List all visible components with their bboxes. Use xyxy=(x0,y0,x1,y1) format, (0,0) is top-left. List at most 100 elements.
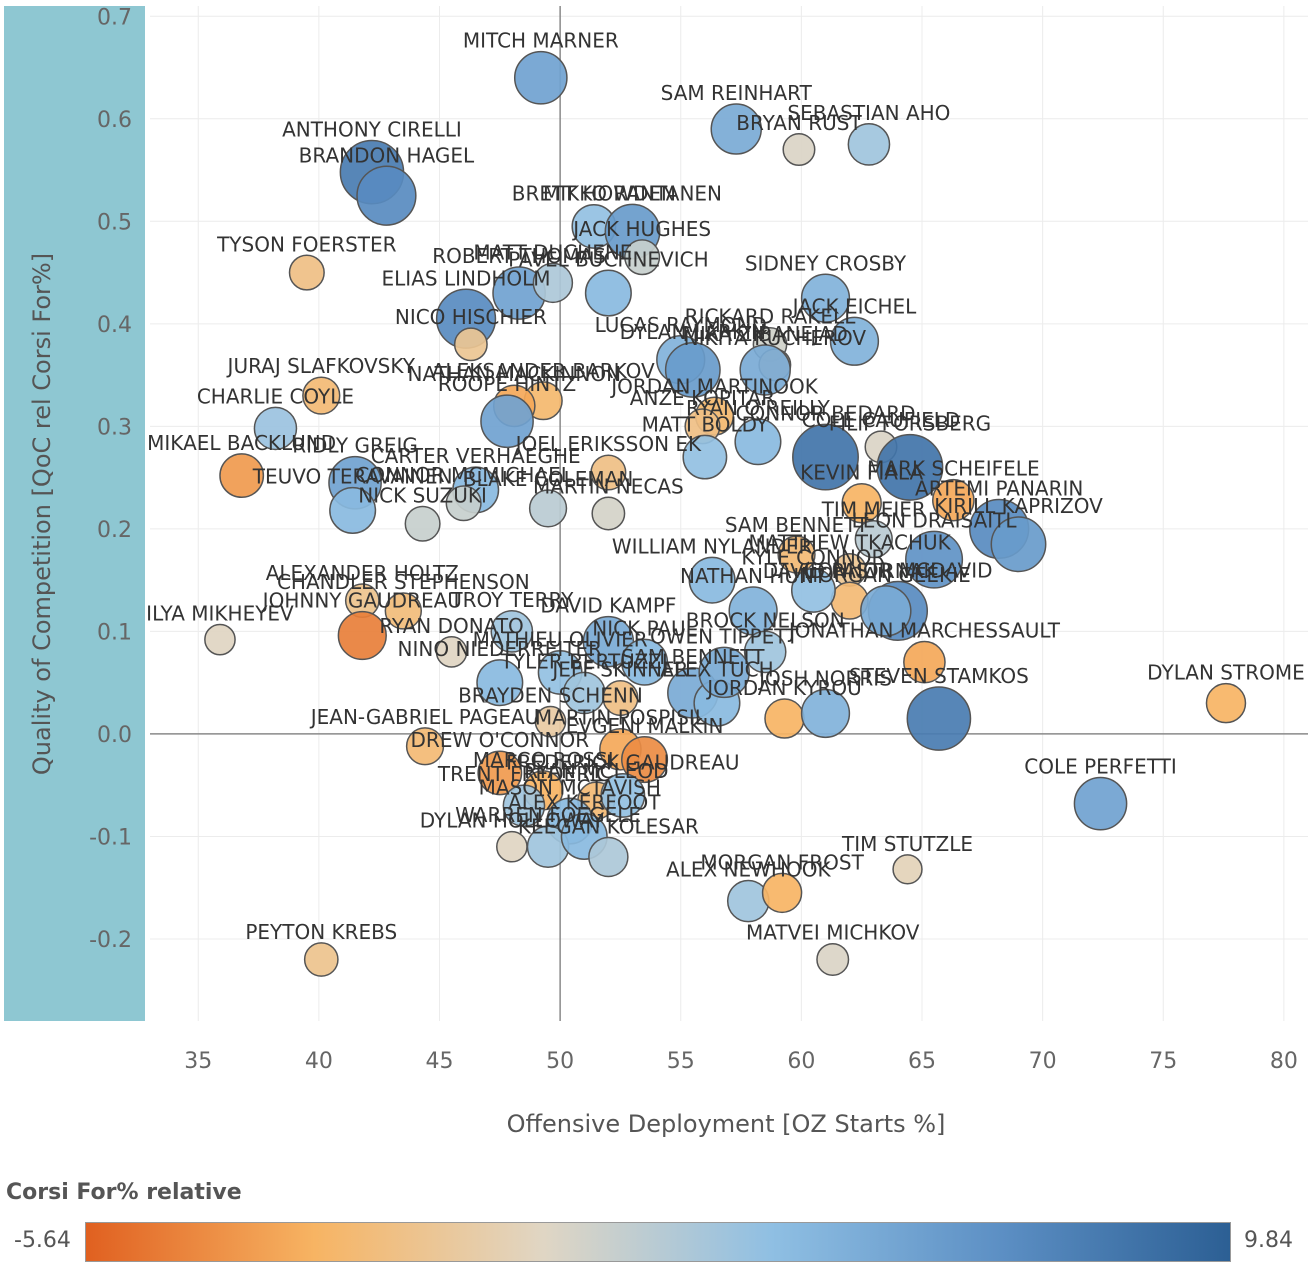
point-0[interactable] xyxy=(513,50,568,105)
point-55[interactable] xyxy=(790,567,836,613)
point-97[interactable] xyxy=(698,646,750,699)
point-label-21: MIKA ZIBANEJAD xyxy=(683,322,848,346)
point-29[interactable] xyxy=(734,418,782,466)
point-label-26: CHARLIE COYLE xyxy=(197,384,354,408)
point-53[interactable] xyxy=(860,585,912,637)
point-85[interactable] xyxy=(502,784,546,828)
point-76[interactable] xyxy=(1205,682,1247,724)
point-70[interactable] xyxy=(602,679,639,717)
point-74[interactable] xyxy=(800,688,851,739)
point-label-75: STEVEN STAMKOS xyxy=(849,664,1029,688)
point-80[interactable] xyxy=(621,736,669,784)
point-16[interactable] xyxy=(453,327,488,362)
point-label-27: JORDAN MARTINOOK xyxy=(609,374,819,398)
point-21[interactable] xyxy=(739,344,791,396)
point-84[interactable] xyxy=(600,772,646,818)
y-tick-label-0: -0.2 xyxy=(89,928,132,953)
point-40[interactable] xyxy=(528,489,568,528)
point-65[interactable] xyxy=(903,640,946,684)
point-75[interactable] xyxy=(906,686,972,751)
point-6[interactable] xyxy=(288,254,325,291)
point-90[interactable] xyxy=(588,836,629,878)
point-33[interactable] xyxy=(682,434,728,480)
point-label-50: LEON DRAISAITL xyxy=(852,508,1018,532)
point-label-47: TIM MEIER xyxy=(821,498,926,522)
point-68[interactable] xyxy=(476,659,524,707)
point-94[interactable] xyxy=(761,872,803,914)
point-91[interactable] xyxy=(1073,776,1128,831)
point-92[interactable] xyxy=(892,854,923,885)
point-label-37: CARTER VERHAEGHE xyxy=(371,444,581,468)
point-48[interactable] xyxy=(777,535,816,574)
point-label-43: KEVIN FIALA xyxy=(800,461,923,485)
point-label-42: NICK SUZUKI xyxy=(358,483,487,507)
y-tick-label-2: 0.0 xyxy=(97,723,132,748)
point-12[interactable] xyxy=(584,269,632,317)
point-label-61: RYAN DONATO xyxy=(379,614,523,638)
point-34[interactable] xyxy=(590,454,627,491)
x-tick-label-2: 45 xyxy=(426,1049,454,1074)
point-22[interactable] xyxy=(302,376,341,415)
point-2[interactable] xyxy=(782,133,816,167)
point-59[interactable] xyxy=(204,623,236,656)
point-42[interactable] xyxy=(404,505,441,542)
point-78[interactable] xyxy=(405,727,445,766)
point-61[interactable] xyxy=(435,636,468,668)
point-35[interactable] xyxy=(219,453,265,499)
x-ticks: 35 40 45 50 55 60 65 70 75 80 xyxy=(184,1049,1298,1074)
y-tick-label-5: 0.3 xyxy=(97,415,132,440)
point-label-86: MASON MCTAVISH xyxy=(479,775,661,799)
point-15[interactable] xyxy=(829,316,880,366)
point-label-28: ANZE KOPITAR xyxy=(630,386,775,410)
color-legend-min: -5.64 xyxy=(14,1228,71,1253)
point-label-56: NATHAN HUNT xyxy=(680,564,827,588)
point-77[interactable] xyxy=(534,705,567,738)
labels-layer: MITCH MARNER SAM REINHART BRYAN RUSTSEBAST… xyxy=(146,29,1305,945)
point-50[interactable] xyxy=(905,530,964,589)
point-11[interactable] xyxy=(624,239,661,276)
point-label-78: JEAN-GABRIEL PAGEAU xyxy=(309,705,540,729)
point-label-45: ARTEMI PANARIN xyxy=(915,476,1083,500)
y-ticks: -0.2 -0.1 0.0 0.1 0.2 0.3 0.4 0.5 0.6 0.7 xyxy=(89,5,132,953)
point-43[interactable] xyxy=(841,482,882,524)
point-20[interactable] xyxy=(664,342,721,398)
point-label-92: TIM STUTZLE xyxy=(841,832,973,856)
point-41[interactable] xyxy=(591,496,626,531)
point-46[interactable] xyxy=(990,516,1047,573)
point-32[interactable] xyxy=(876,433,944,501)
point-label-68: NINO NIEDERREITER xyxy=(398,637,603,661)
point-label-65: JONATHAN MARCHESSAULT xyxy=(787,619,1061,643)
point-30[interactable] xyxy=(792,423,859,491)
point-62[interactable] xyxy=(490,610,534,653)
point-1[interactable] xyxy=(710,103,762,155)
point-38[interactable] xyxy=(445,485,482,522)
point-label-17: RICKARD RAKELL xyxy=(685,305,857,329)
point-label-7: ROBERT THOMAS xyxy=(432,244,606,268)
color-legend-gradient xyxy=(85,1222,1231,1262)
y-tick-label-7: 0.5 xyxy=(97,210,132,235)
point-label-22: JURAJ SLAFKOVSKY xyxy=(226,354,416,378)
point-47[interactable] xyxy=(854,519,893,559)
point-39[interactable] xyxy=(329,486,377,534)
point-73[interactable] xyxy=(764,698,805,739)
point-8[interactable] xyxy=(532,262,574,304)
point-label-40: BLAKE COLEMAN xyxy=(463,467,634,491)
point-44[interactable] xyxy=(932,478,975,522)
point-25[interactable] xyxy=(480,394,534,449)
point-3[interactable] xyxy=(847,123,891,166)
point-13[interactable] xyxy=(800,273,851,323)
point-26[interactable] xyxy=(253,406,298,451)
point-58[interactable] xyxy=(384,592,423,630)
point-66[interactable] xyxy=(743,630,787,674)
point-5[interactable] xyxy=(356,165,417,226)
point-96[interactable] xyxy=(303,942,339,977)
point-93[interactable] xyxy=(726,879,770,923)
point-54[interactable] xyxy=(688,556,736,604)
point-label-14: ELIAS LINDHOLM xyxy=(382,266,551,290)
point-label-18: NIKITA KUCHEROV xyxy=(684,326,867,350)
point-64[interactable] xyxy=(621,638,669,686)
point-60[interactable] xyxy=(337,610,387,661)
point-81[interactable] xyxy=(477,750,523,796)
x-tick-label-6: 65 xyxy=(908,1049,936,1074)
point-95[interactable] xyxy=(816,942,850,976)
